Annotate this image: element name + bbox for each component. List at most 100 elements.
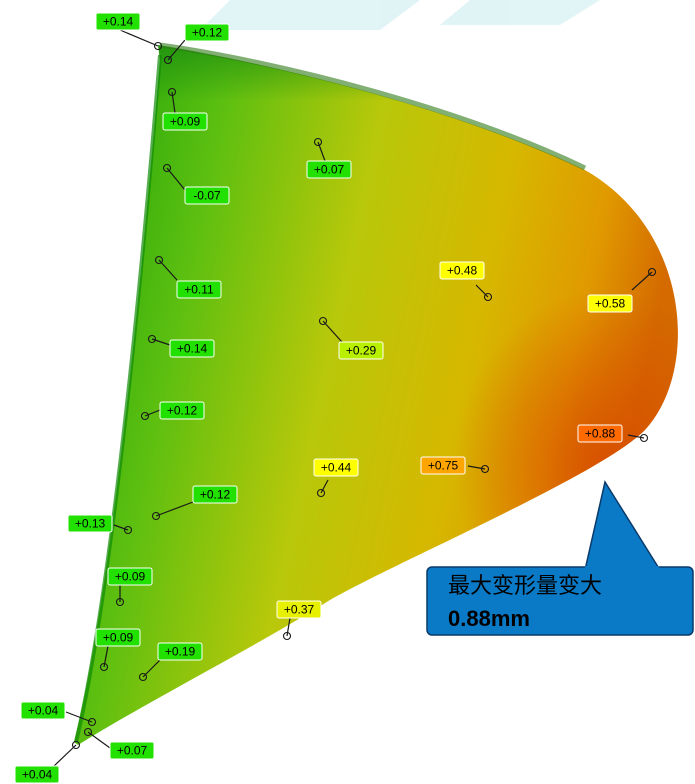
deviation-label: +0.11 <box>176 280 222 299</box>
deviation-value: +0.29 <box>346 344 377 358</box>
leader-line <box>166 167 186 191</box>
measurement-point <box>318 316 328 326</box>
deviation-value: +0.12 <box>192 26 223 40</box>
leader-line <box>65 711 93 723</box>
leader-line <box>155 501 194 517</box>
label-background <box>184 186 230 205</box>
measurement-point <box>123 525 133 535</box>
deviation-value: +0.11 <box>184 283 214 297</box>
measurement-point <box>115 597 125 607</box>
measurement-markers <box>53 29 657 767</box>
deviation-label: +0.29 <box>338 341 384 360</box>
deviation-label: +0.88 <box>577 424 623 443</box>
measurement-point <box>647 267 657 277</box>
measurement-point <box>83 727 93 737</box>
deviation-label: +0.14 <box>95 12 141 31</box>
leader-line <box>167 39 186 61</box>
label-background <box>313 458 359 477</box>
deviation-label: +0.07 <box>306 160 352 179</box>
deviation-value: +0.75 <box>428 459 459 473</box>
deviation-value: +0.07 <box>117 744 148 758</box>
leader-line <box>320 479 329 494</box>
leader-line <box>53 744 77 767</box>
deviation-label: +0.75 <box>420 456 466 475</box>
measurement-point <box>151 511 161 521</box>
deviation-value: +0.19 <box>165 645 196 659</box>
deviation-value: +0.44 <box>321 461 352 475</box>
deviation-value: +0.09 <box>103 631 134 645</box>
deformed-surface <box>74 42 678 745</box>
deviation-label: +0.37 <box>276 600 322 619</box>
label-background <box>169 339 215 358</box>
label-background <box>276 600 322 619</box>
measurement-point <box>282 631 292 641</box>
measurement-point <box>162 163 172 173</box>
deviation-label: +0.14 <box>169 339 215 358</box>
leader-line <box>631 271 653 291</box>
label-background <box>162 112 208 131</box>
label-background <box>306 160 352 179</box>
callout-value: 0.88mm <box>448 606 530 631</box>
measurement-point <box>167 87 177 97</box>
deviation-value: +0.88 <box>585 427 616 441</box>
deviation-value: +0.58 <box>595 297 626 311</box>
deviation-label: +0.04 <box>14 765 60 784</box>
measurement-point <box>639 433 649 443</box>
measurement-point <box>87 717 97 727</box>
label-background <box>192 485 238 504</box>
measurement-point <box>99 662 109 672</box>
deviation-label: +0.44 <box>313 458 359 477</box>
label-background <box>95 628 141 647</box>
deviation-label: +0.13 <box>67 514 113 533</box>
measurement-point <box>313 137 323 147</box>
measurement-point <box>163 55 173 65</box>
label-background <box>420 456 466 475</box>
measurement-point <box>153 41 163 51</box>
deviation-value: -0.07 <box>193 189 221 203</box>
deviation-value: +0.13 <box>75 517 106 531</box>
leader-line <box>144 409 161 417</box>
deviation-label: +0.58 <box>587 294 633 313</box>
label-background <box>159 401 205 420</box>
deviation-label: +0.12 <box>159 401 205 420</box>
deviation-label: +0.04 <box>20 701 66 720</box>
measurement-point <box>147 334 157 344</box>
deviation-labels: +0.14 +0.12 +0.09 +0.07 -0.07 +0.48 +0.58 +0.11… <box>14 12 633 784</box>
measurement-point <box>316 488 326 498</box>
deviation-value: +0.12 <box>200 488 231 502</box>
measurement-point <box>483 292 493 302</box>
deviation-value: +0.12 <box>167 404 198 418</box>
deviation-label: +0.09 <box>162 112 208 131</box>
label-background <box>20 701 66 720</box>
max-deformation-callout: 最大变形量变大 0.88mm <box>426 480 694 636</box>
measurement-point <box>138 672 148 682</box>
deviation-value: +0.48 <box>447 264 478 278</box>
deviation-label: +0.09 <box>107 567 153 586</box>
label-background <box>439 261 485 280</box>
deviation-value: +0.04 <box>28 704 59 718</box>
deviation-label: -0.07 <box>184 186 230 205</box>
deviation-value: +0.37 <box>284 603 315 617</box>
label-background <box>95 12 141 31</box>
measurement-point <box>71 740 81 750</box>
deviation-value: +0.14 <box>177 342 208 356</box>
leader-line <box>87 731 111 749</box>
deviation-value: +0.07 <box>314 163 345 177</box>
deviation-value: +0.14 <box>103 15 134 29</box>
callout-title: 最大变形量变大 <box>448 574 602 599</box>
measurement-point <box>140 411 150 421</box>
leader-line <box>322 320 343 343</box>
deviation-value: +0.09 <box>115 570 146 584</box>
leader-line <box>467 465 486 470</box>
leader-line <box>113 524 129 531</box>
callout-pointer <box>584 480 662 571</box>
deviation-label: +0.12 <box>184 23 230 42</box>
label-background <box>107 567 153 586</box>
callout-box <box>426 566 694 636</box>
deviation-value: +0.09 <box>170 115 201 129</box>
deviation-label: +0.12 <box>192 485 238 504</box>
deviation-label: +0.09 <box>95 628 141 647</box>
label-background <box>587 294 633 313</box>
label-background <box>157 642 203 661</box>
